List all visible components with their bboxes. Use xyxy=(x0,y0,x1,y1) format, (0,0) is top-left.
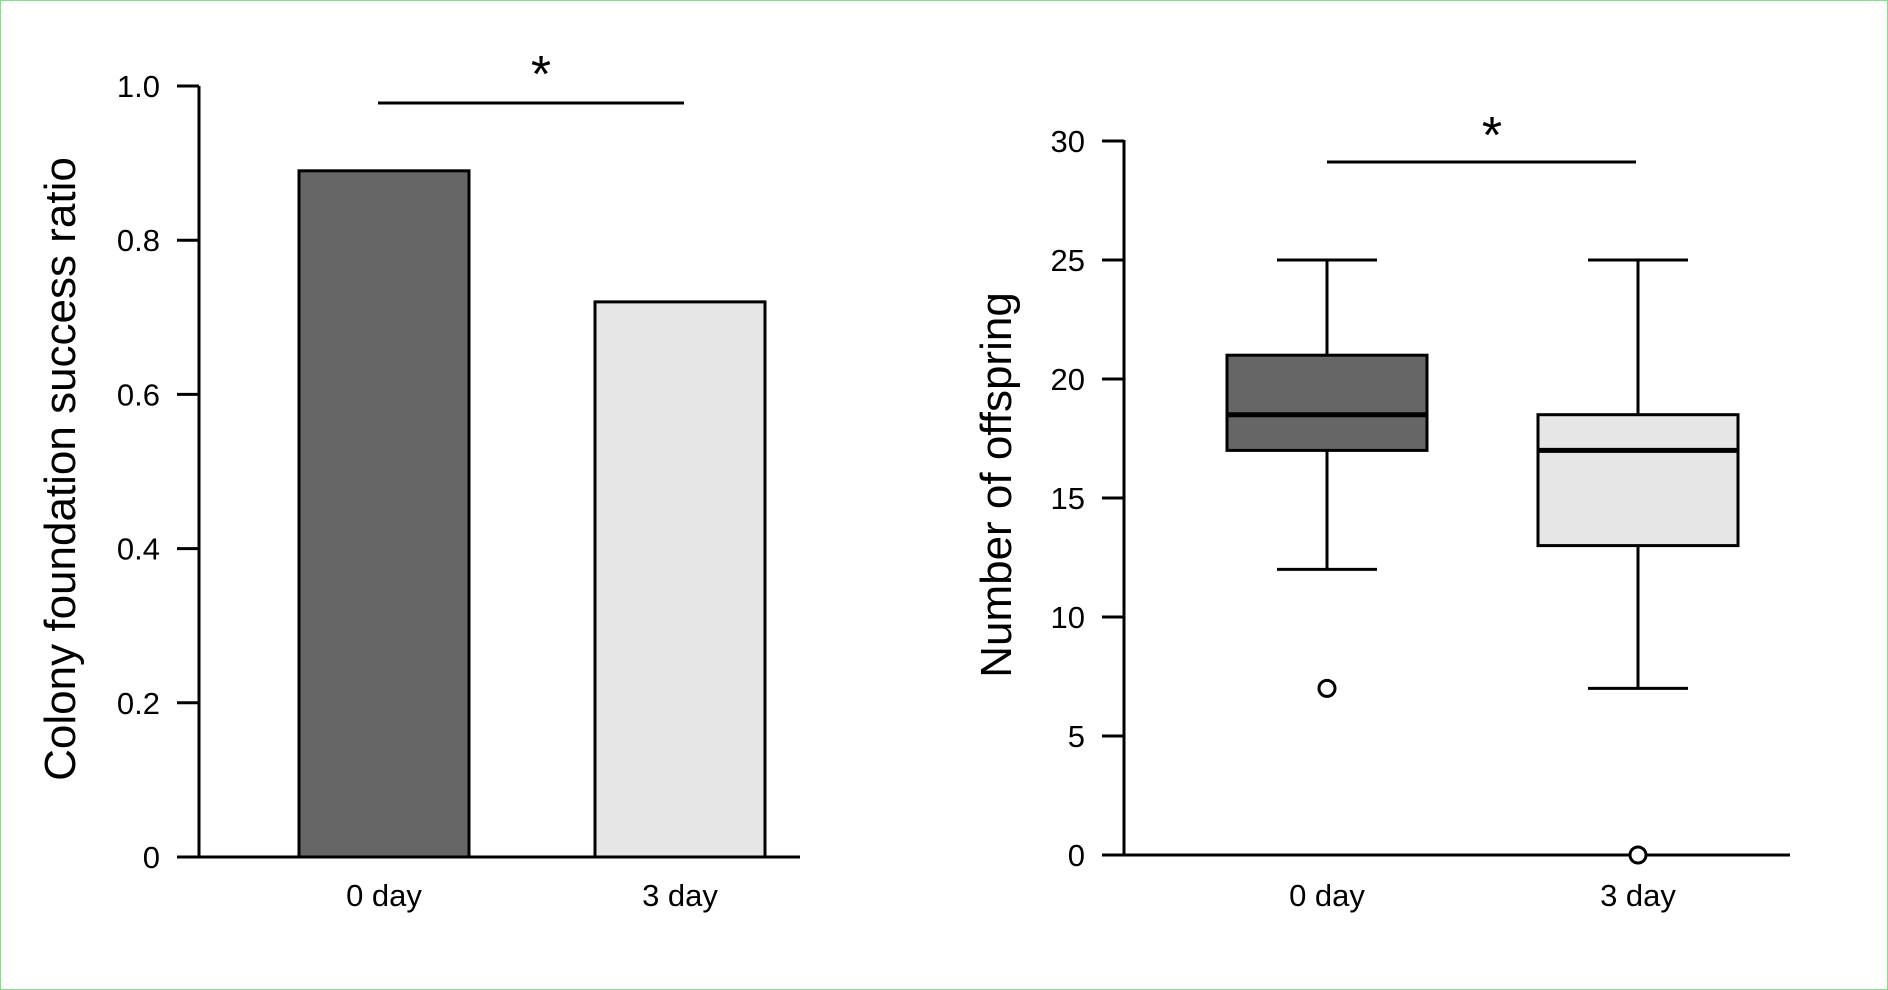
box-y-tick-label: 10 xyxy=(1051,600,1085,635)
box-y-tick-label: 15 xyxy=(1051,481,1085,516)
bar-significance-star: * xyxy=(531,46,551,104)
box-marks xyxy=(1225,258,1740,865)
bar-y-tick-label: 0.2 xyxy=(117,686,160,721)
bar-x-tick-label: 0 day xyxy=(346,878,422,913)
bar-y-tick-label: 0.6 xyxy=(117,377,160,412)
box-group xyxy=(1536,258,1740,865)
box-x-tick-label: 3 day xyxy=(1600,878,1676,913)
bar xyxy=(297,169,471,859)
box-x-ticks: 0 day 3 day xyxy=(1289,878,1676,913)
bar-x-tick-label: 3 day xyxy=(642,878,718,913)
box-y-axis-label: Number of offspring xyxy=(972,292,1021,678)
box-y-tick-label: 5 xyxy=(1068,719,1085,754)
bar-y-tick-label: 0.8 xyxy=(117,223,160,258)
bar xyxy=(593,300,767,859)
box-y-tick-label: 20 xyxy=(1051,362,1085,397)
box-y-tick-label: 30 xyxy=(1051,124,1085,159)
box-chart-panel: 0 5 10 15 20 25 30 0 day 3 day Number of offspr… xyxy=(972,107,1790,913)
bar-y-tick-label: 1.0 xyxy=(117,69,160,104)
bar-chart-panel: 0 0.2 0.4 0.6 0.8 1.0 0 day 3 day Colony found… xyxy=(36,46,800,913)
box-iqr xyxy=(1536,413,1740,548)
box-x-tick-label: 0 day xyxy=(1289,878,1365,913)
box-outlier xyxy=(1317,678,1337,698)
bar-y-ticks: 0 0.2 0.4 0.6 0.8 1.0 xyxy=(117,69,199,875)
box-outlier xyxy=(1628,845,1648,865)
box-significance-star: * xyxy=(1482,107,1502,165)
bar-marks xyxy=(297,169,767,859)
bar-x-ticks: 0 day 3 day xyxy=(346,878,718,913)
box-group xyxy=(1225,258,1429,698)
box-y-tick-label: 0 xyxy=(1068,838,1085,873)
bar-y-tick-label: 0 xyxy=(143,840,160,875)
bar-y-axis-label: Colony foundation success ratio xyxy=(36,157,85,781)
bar-y-tick-label: 0.4 xyxy=(117,532,160,567)
box-iqr xyxy=(1225,353,1429,452)
box-y-tick-label: 25 xyxy=(1051,243,1085,278)
box-y-ticks: 0 5 10 15 20 25 30 xyxy=(1051,124,1124,873)
